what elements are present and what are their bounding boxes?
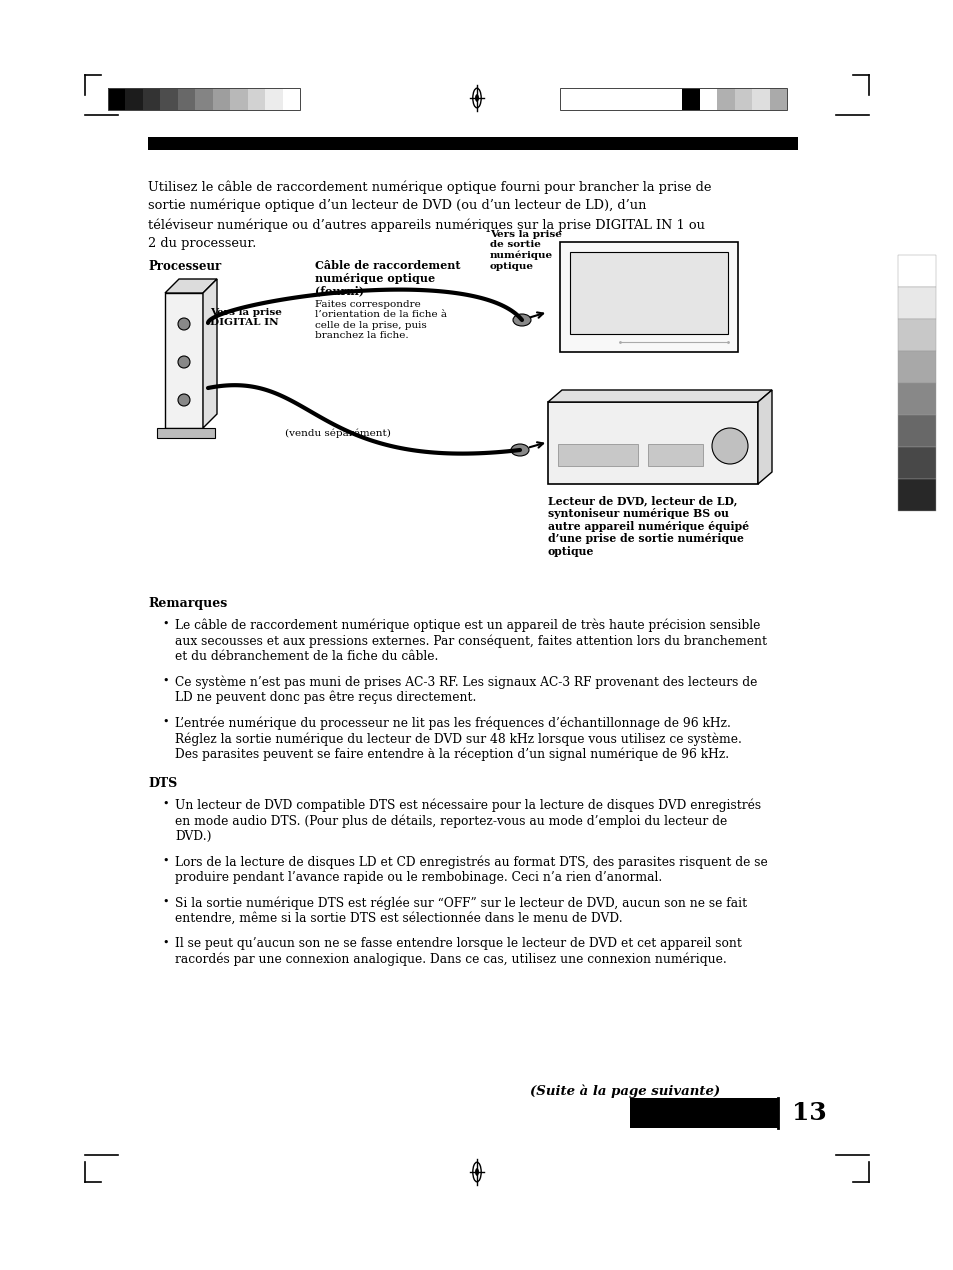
Bar — [213, 88, 231, 110]
Bar — [769, 88, 786, 110]
Text: •: • — [162, 716, 169, 726]
Text: et du débranchement de la fiche du câble.: et du débranchement de la fiche du câble… — [174, 650, 438, 663]
Bar — [897, 287, 935, 319]
Text: DTS: DTS — [148, 777, 177, 790]
Bar — [595, 88, 612, 110]
Text: •: • — [162, 937, 169, 947]
Bar — [647, 444, 702, 466]
Text: Lecteur de DVD, lecteur de LD,
syntoniseur numérique BS ou
autre appareil numéri: Lecteur de DVD, lecteur de LD, syntonise… — [547, 495, 748, 558]
Ellipse shape — [475, 94, 478, 102]
Ellipse shape — [511, 444, 529, 456]
Bar — [248, 88, 265, 110]
Polygon shape — [165, 279, 216, 293]
Text: Si la sortie numérique DTS est réglée sur “OFF” sur le lecteur de DVD, aucun son: Si la sortie numérique DTS est réglée su… — [174, 897, 746, 911]
Bar — [178, 88, 195, 110]
Polygon shape — [547, 390, 771, 403]
Circle shape — [178, 394, 190, 406]
Bar — [577, 88, 595, 110]
Bar — [148, 137, 797, 150]
Bar — [612, 88, 629, 110]
Bar — [559, 243, 738, 352]
Text: téléviseur numérique ou d’autres appareils numériques sur la prise DIGITAL IN 1 : téléviseur numérique ou d’autres apparei… — [148, 218, 704, 231]
Text: sortie numérique optique d’un lecteur de DVD (ou d’un lecteur de LD), d’un: sortie numérique optique d’un lecteur de… — [148, 199, 646, 212]
Circle shape — [178, 318, 190, 330]
Text: Ce système n’est pas muni de prises AC-3 RF. Les signaux AC-3 RF provenant des l: Ce système n’est pas muni de prises AC-3… — [174, 676, 757, 690]
Text: •: • — [162, 676, 169, 686]
Bar — [559, 88, 577, 110]
Text: •: • — [162, 799, 169, 809]
Text: racordés par une connexion analogique. Dans ce cas, utilisez une connexion numér: racordés par une connexion analogique. D… — [174, 952, 726, 966]
Text: Lors de la lecture de disques LD et CD enregistrés au format DTS, des parasites : Lors de la lecture de disques LD et CD e… — [174, 856, 767, 869]
Bar — [165, 293, 203, 428]
Bar — [143, 88, 160, 110]
Text: DVD.): DVD.) — [174, 831, 212, 843]
Text: •: • — [162, 618, 169, 629]
Text: Un lecteur de DVD compatible DTS est nécessaire pour la lecture de disques DVD e: Un lecteur de DVD compatible DTS est néc… — [174, 799, 760, 813]
Text: Câble de raccordement
numérique optique
(fourni): Câble de raccordement numérique optique … — [314, 260, 460, 297]
Bar — [558, 444, 638, 466]
Text: Utilisez le câble de raccordement numérique optique fourni pour brancher la pris: Utilisez le câble de raccordement numéri… — [148, 180, 711, 193]
Text: Réglez la sortie numérique du lecteur de DVD sur 48 kHz lorsque vous utilisez ce: Réglez la sortie numérique du lecteur de… — [174, 732, 741, 745]
Bar — [647, 88, 664, 110]
Text: en mode audio DTS. (Pour plus de détails, reportez-vous au mode d’emploi du lect: en mode audio DTS. (Pour plus de détails… — [174, 814, 726, 828]
Bar — [160, 88, 178, 110]
Text: LD ne peuvent donc pas être reçus directement.: LD ne peuvent donc pas être reçus direct… — [174, 691, 476, 705]
Text: •: • — [162, 856, 169, 865]
Text: Vers la prise
de sortie
numérique
optique: Vers la prise de sortie numérique optiqu… — [490, 230, 561, 271]
Polygon shape — [758, 390, 771, 484]
Bar — [547, 403, 758, 484]
Text: Faites correspondre
l’orientation de la fiche à
celle de la prise, puis
branchez: Faites correspondre l’orientation de la … — [314, 300, 447, 340]
Text: Il se peut qu’aucun son ne se fasse entendre lorsque le lecteur de DVD et cet ap: Il se peut qu’aucun son ne se fasse ente… — [174, 937, 741, 950]
Text: 2 du processeur.: 2 du processeur. — [148, 237, 256, 250]
Text: (Suite à la page suivante): (Suite à la page suivante) — [529, 1085, 720, 1099]
Bar — [231, 88, 248, 110]
Circle shape — [711, 428, 747, 464]
Text: •: • — [162, 897, 169, 907]
Bar — [897, 384, 935, 415]
Text: Des parasites peuvent se faire entendre à la réception d’un signal numérique de : Des parasites peuvent se faire entendre … — [174, 748, 728, 761]
Bar — [681, 88, 700, 110]
Bar — [157, 428, 214, 438]
Text: entendre, même si la sortie DTS est sélectionnée dans le menu de DVD.: entendre, même si la sortie DTS est séle… — [174, 912, 622, 925]
Bar — [734, 88, 752, 110]
Bar — [897, 351, 935, 384]
Circle shape — [178, 356, 190, 368]
Bar — [897, 415, 935, 447]
Text: Processeur: Processeur — [148, 260, 221, 273]
Text: L’entrée numérique du processeur ne lit pas les fréquences d’échantillonnage de : L’entrée numérique du processeur ne lit … — [174, 716, 730, 730]
Bar — [629, 1099, 778, 1128]
Bar — [717, 88, 734, 110]
Bar — [897, 447, 935, 479]
Bar — [752, 88, 769, 110]
Text: aux secousses et aux pressions externes. Par conséquent, faites attention lors d: aux secousses et aux pressions externes.… — [174, 635, 766, 648]
Bar — [126, 88, 143, 110]
Bar — [700, 88, 717, 110]
Bar — [629, 88, 647, 110]
Bar — [897, 479, 935, 511]
Text: 13: 13 — [791, 1101, 826, 1125]
Text: Le câble de raccordement numérique optique est un appareil de très haute précisi: Le câble de raccordement numérique optiq… — [174, 618, 760, 632]
Bar — [897, 319, 935, 351]
Text: (vendu séparément): (vendu séparément) — [285, 428, 391, 437]
Bar — [897, 255, 935, 287]
Text: produire pendant l’avance rapide ou le rembobinage. Ceci n’a rien d’anormal.: produire pendant l’avance rapide ou le r… — [174, 871, 661, 884]
Text: Vers la prise
DIGITAL IN: Vers la prise DIGITAL IN — [210, 309, 281, 328]
Bar — [195, 88, 213, 110]
Ellipse shape — [473, 88, 480, 108]
Bar — [265, 88, 283, 110]
Bar — [664, 88, 681, 110]
Bar — [569, 251, 727, 334]
Ellipse shape — [513, 314, 531, 326]
Ellipse shape — [473, 1162, 480, 1182]
Text: Remarques: Remarques — [148, 597, 227, 610]
Bar — [108, 88, 126, 110]
Bar — [283, 88, 300, 110]
Bar — [559, 88, 786, 110]
Bar — [108, 88, 300, 110]
Polygon shape — [203, 279, 216, 428]
Ellipse shape — [475, 1168, 478, 1176]
